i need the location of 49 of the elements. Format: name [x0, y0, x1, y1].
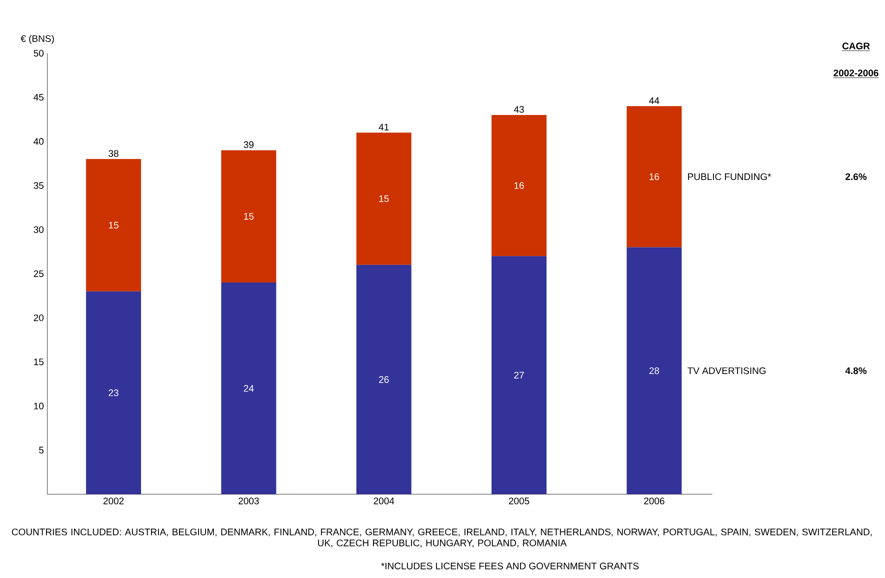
text: 4.8% [845, 367, 867, 374]
data-label: 15 [379, 195, 389, 202]
text: 2002-2006 [834, 70, 878, 76]
data-label: 15 [108, 222, 118, 229]
y-tick-label: 35 [34, 182, 44, 189]
bar [221, 282, 276, 494]
bar [356, 264, 412, 494]
series-label: PUBLIC FUNDING* [688, 173, 772, 180]
data-label: 23 [108, 389, 118, 396]
bar [356, 132, 412, 265]
y-tick-label: 30 [34, 226, 44, 233]
text: COUNTRIES INCLUDED: AUSTRIA, BELGIUM, DENMARK, FINLAND, FRANCE, GERMANY, GREECE, IRELAND, ITALY, NETHERLANDS, NORWAY, PORTUGAL, SPAIN, SWEDEN, SWITZERLAND, UK, CZECH REPUBLIC, HUNGARY, POLAND, ROMANIA [12, 528, 872, 548]
y-tick-label: 50 [34, 50, 44, 57]
bar [492, 256, 547, 494]
text: CAGR [842, 42, 870, 50]
data-label: 27 [514, 372, 524, 378]
data-label: 15 [244, 213, 254, 220]
x-tick-label: 2005 [508, 498, 530, 504]
data-label: 26 [379, 376, 389, 383]
bar [86, 291, 142, 494]
series-label: TV ADVERTISING [688, 367, 766, 374]
total-label: 39 [244, 141, 254, 148]
data-label: 24 [244, 385, 254, 392]
bar [221, 150, 276, 283]
text: 2.6% [846, 173, 867, 180]
total-label: 44 [649, 97, 660, 104]
total-label: 38 [108, 150, 118, 157]
y-tick-label: 45 [34, 94, 44, 101]
data-label: 16 [650, 173, 660, 180]
data-label: 16 [514, 182, 524, 189]
y-tick-label: 20 [34, 314, 44, 322]
y-tick-label: 40 [34, 138, 44, 145]
bar [86, 159, 142, 292]
y-tick-label: 15 [34, 358, 44, 366]
x-tick-label: 2002 [103, 498, 124, 504]
bar [492, 114, 547, 256]
data-label: 28 [649, 367, 660, 374]
y-tick-label: 5 [39, 446, 44, 454]
bar [626, 106, 682, 248]
y-tick-label: 10 [34, 402, 44, 410]
total-label: 43 [514, 106, 524, 113]
y-axis-title: € (BNS) [20, 34, 54, 44]
bar [626, 247, 682, 494]
x-tick-label: 2004 [374, 498, 394, 504]
total-label: 41 [378, 124, 389, 130]
y-tick-label: 25 [34, 270, 44, 278]
text: *INCLUDES LICENSE FEES AND GOVERNMENT GRANTS [381, 562, 639, 570]
x-tick-label: 2003 [238, 498, 259, 504]
x-tick-label: 2006 [644, 498, 664, 504]
